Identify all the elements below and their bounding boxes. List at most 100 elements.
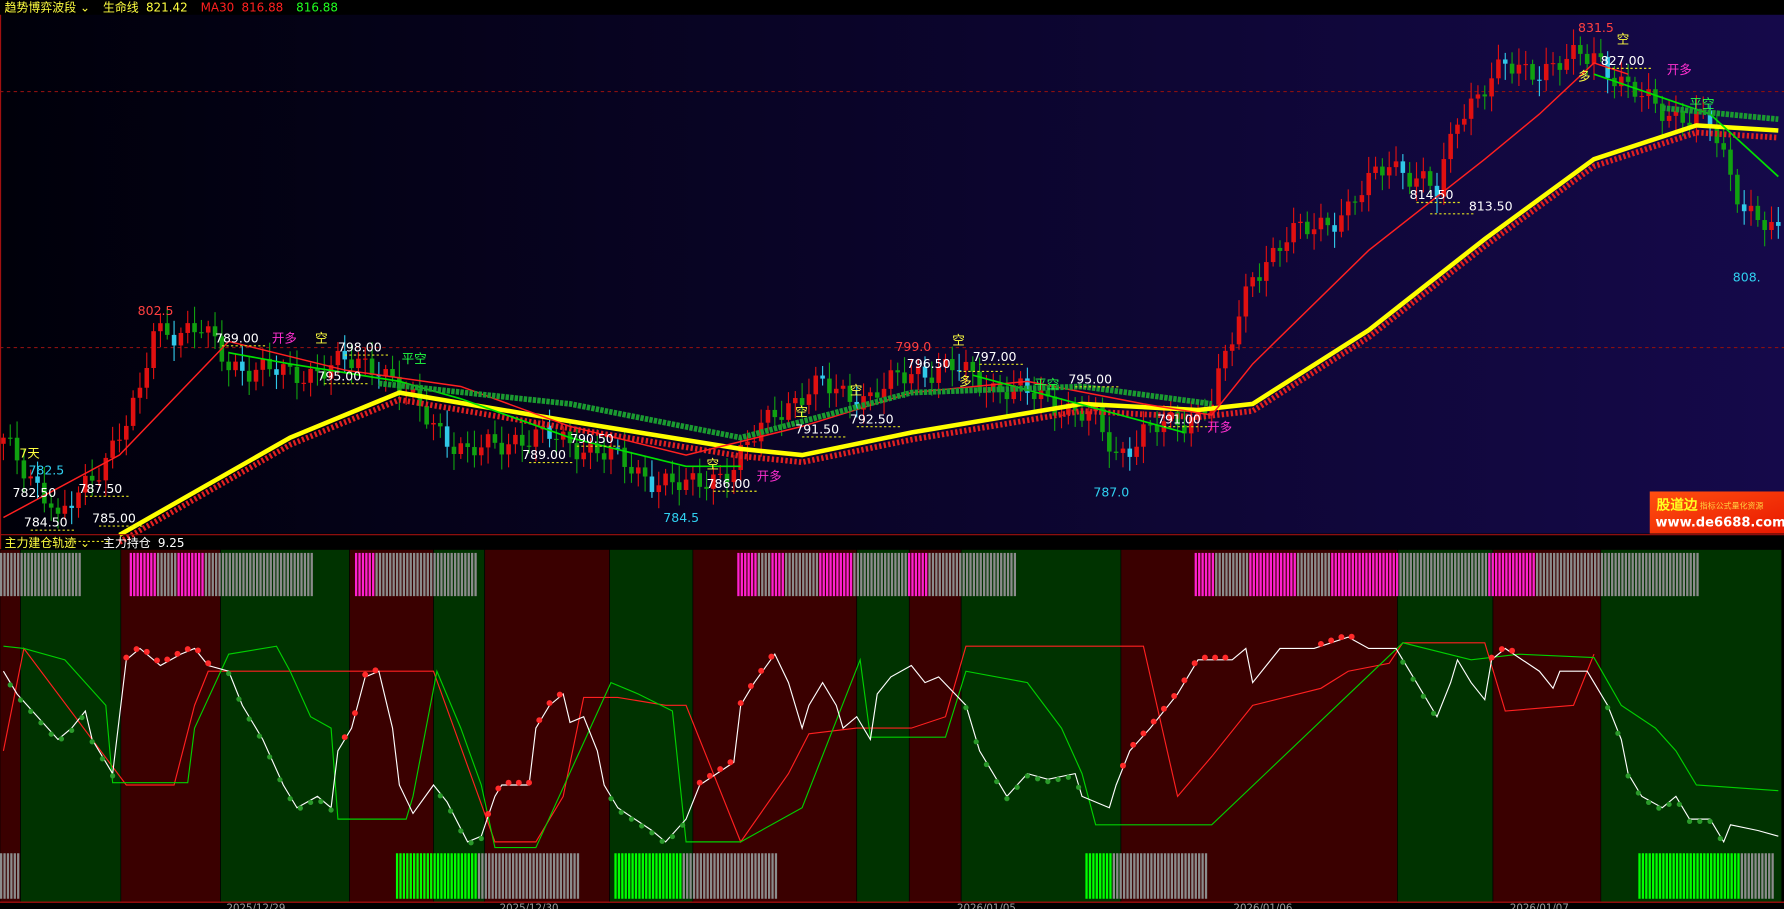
red-dot bbox=[485, 811, 492, 817]
top-strip-bar bbox=[976, 552, 979, 597]
candle-body bbox=[1639, 96, 1645, 98]
top-strip-bar bbox=[897, 552, 900, 597]
top-strip-bar bbox=[471, 552, 474, 597]
red-dot bbox=[1509, 647, 1516, 654]
green-dot bbox=[1420, 693, 1426, 699]
top-strip-bar bbox=[962, 552, 965, 597]
top-strip-bar bbox=[1406, 552, 1409, 597]
top-strip-bar bbox=[1276, 552, 1279, 597]
top-strip-bar bbox=[1198, 552, 1201, 597]
top-strip-bar bbox=[921, 552, 924, 597]
top-strip-bar bbox=[1576, 552, 1580, 597]
extreme-price-label: 784.5 bbox=[663, 510, 699, 525]
top-strip-bar bbox=[450, 552, 453, 597]
top-strip-bar bbox=[221, 552, 225, 597]
top-strip-bar bbox=[1269, 552, 1273, 597]
bottom-strip-bar bbox=[3, 853, 6, 899]
top-strip-bar bbox=[1279, 552, 1283, 597]
green-dot bbox=[669, 833, 676, 840]
top-strip-bar bbox=[1641, 552, 1645, 597]
top-strip-bar bbox=[942, 552, 945, 597]
green-dot bbox=[608, 796, 614, 802]
top-strip-bar bbox=[771, 552, 774, 597]
red-dot bbox=[1212, 654, 1219, 661]
holding-label: 主力持仓 bbox=[103, 535, 151, 550]
top-strip-bar bbox=[413, 552, 416, 597]
candle-body bbox=[1673, 110, 1679, 116]
bottom-strip-bar bbox=[402, 853, 406, 899]
bottom-strip-bar bbox=[1092, 853, 1095, 899]
candle-body bbox=[1762, 220, 1767, 230]
x-tick-label: 2026/01/06 bbox=[1233, 903, 1292, 909]
bottom-strip-bar bbox=[1740, 853, 1744, 899]
price-tag: 789.00 bbox=[522, 447, 566, 462]
red-dot bbox=[205, 660, 212, 667]
bottom-strip-bar bbox=[703, 853, 706, 899]
candle-body bbox=[233, 361, 238, 371]
candle-body bbox=[1434, 185, 1440, 197]
candle-body bbox=[281, 364, 286, 375]
candle-body bbox=[1741, 204, 1747, 212]
top-strip-bar bbox=[1515, 552, 1518, 597]
bottom-strip-bar bbox=[655, 853, 658, 899]
candle-body bbox=[676, 482, 682, 491]
top-strip-bar bbox=[1235, 552, 1238, 597]
lower-indicator-name[interactable]: 主力建仓轨迹 bbox=[5, 536, 77, 550]
red-dot bbox=[1130, 741, 1137, 748]
red-dot bbox=[717, 766, 724, 773]
candle-body bbox=[28, 476, 33, 479]
bottom-strip-bar bbox=[628, 853, 631, 899]
candle-body bbox=[929, 377, 935, 383]
price-panel[interactable] bbox=[0, 14, 1784, 534]
candle-body bbox=[260, 358, 266, 370]
top-strip-bar bbox=[1447, 552, 1450, 597]
top-strip-bar bbox=[150, 552, 153, 597]
top-strip-bar bbox=[1351, 552, 1354, 597]
candle-body bbox=[117, 439, 122, 441]
top-strip-bar bbox=[924, 552, 928, 597]
signal-label: 空 bbox=[952, 332, 965, 347]
candle-body bbox=[956, 370, 962, 372]
candle-body bbox=[199, 332, 204, 334]
top-strip-bar bbox=[1402, 552, 1406, 597]
top-strip-bar bbox=[856, 552, 860, 597]
top-strip-bar bbox=[51, 552, 54, 597]
top-strip-bar bbox=[180, 552, 184, 597]
bottom-strip-bar bbox=[1116, 853, 1119, 899]
candle-body bbox=[1154, 424, 1160, 433]
candle-body bbox=[588, 443, 593, 453]
candle-body bbox=[1557, 63, 1563, 70]
candle-body bbox=[608, 447, 614, 460]
svg-text:股道边: 股道边 bbox=[1657, 497, 1698, 514]
top-strip-bar bbox=[382, 552, 385, 597]
bottom-strip-bar bbox=[737, 853, 740, 899]
indicator-name[interactable]: 趋势博弈波段 bbox=[5, 0, 77, 14]
top-strip-bar bbox=[819, 552, 822, 597]
bottom-strip-bar bbox=[529, 853, 532, 899]
candle-body bbox=[1168, 412, 1174, 422]
bottom-strip-bar bbox=[511, 853, 515, 899]
bottom-strip-bar bbox=[1764, 853, 1767, 899]
green-dot bbox=[649, 830, 655, 836]
bottom-strip-bar bbox=[1716, 853, 1720, 899]
green-dot bbox=[659, 838, 665, 844]
chevron-down-icon[interactable]: ⌄ bbox=[76, 0, 90, 14]
top-strip-bar bbox=[1307, 552, 1310, 597]
candle-body bbox=[827, 378, 832, 394]
band-green bbox=[960, 549, 1122, 903]
candle-body bbox=[731, 469, 737, 483]
top-strip-bar bbox=[1689, 552, 1692, 597]
top-strip-bar bbox=[1375, 552, 1378, 597]
candle-body bbox=[478, 447, 484, 456]
green-dot bbox=[1666, 801, 1672, 807]
bottom-strip-bar bbox=[1105, 853, 1109, 899]
bottom-strip-bar bbox=[1747, 853, 1750, 899]
top-strip-bar bbox=[303, 552, 307, 597]
x-tick-label: 2026/01/07 bbox=[1510, 903, 1569, 909]
top-strip-bar bbox=[395, 552, 399, 597]
top-strip-bar bbox=[146, 552, 150, 597]
bottom-strip-bar bbox=[488, 853, 491, 899]
candle-body bbox=[854, 401, 860, 410]
chevron-down-icon[interactable]: ⌄ bbox=[76, 536, 90, 550]
